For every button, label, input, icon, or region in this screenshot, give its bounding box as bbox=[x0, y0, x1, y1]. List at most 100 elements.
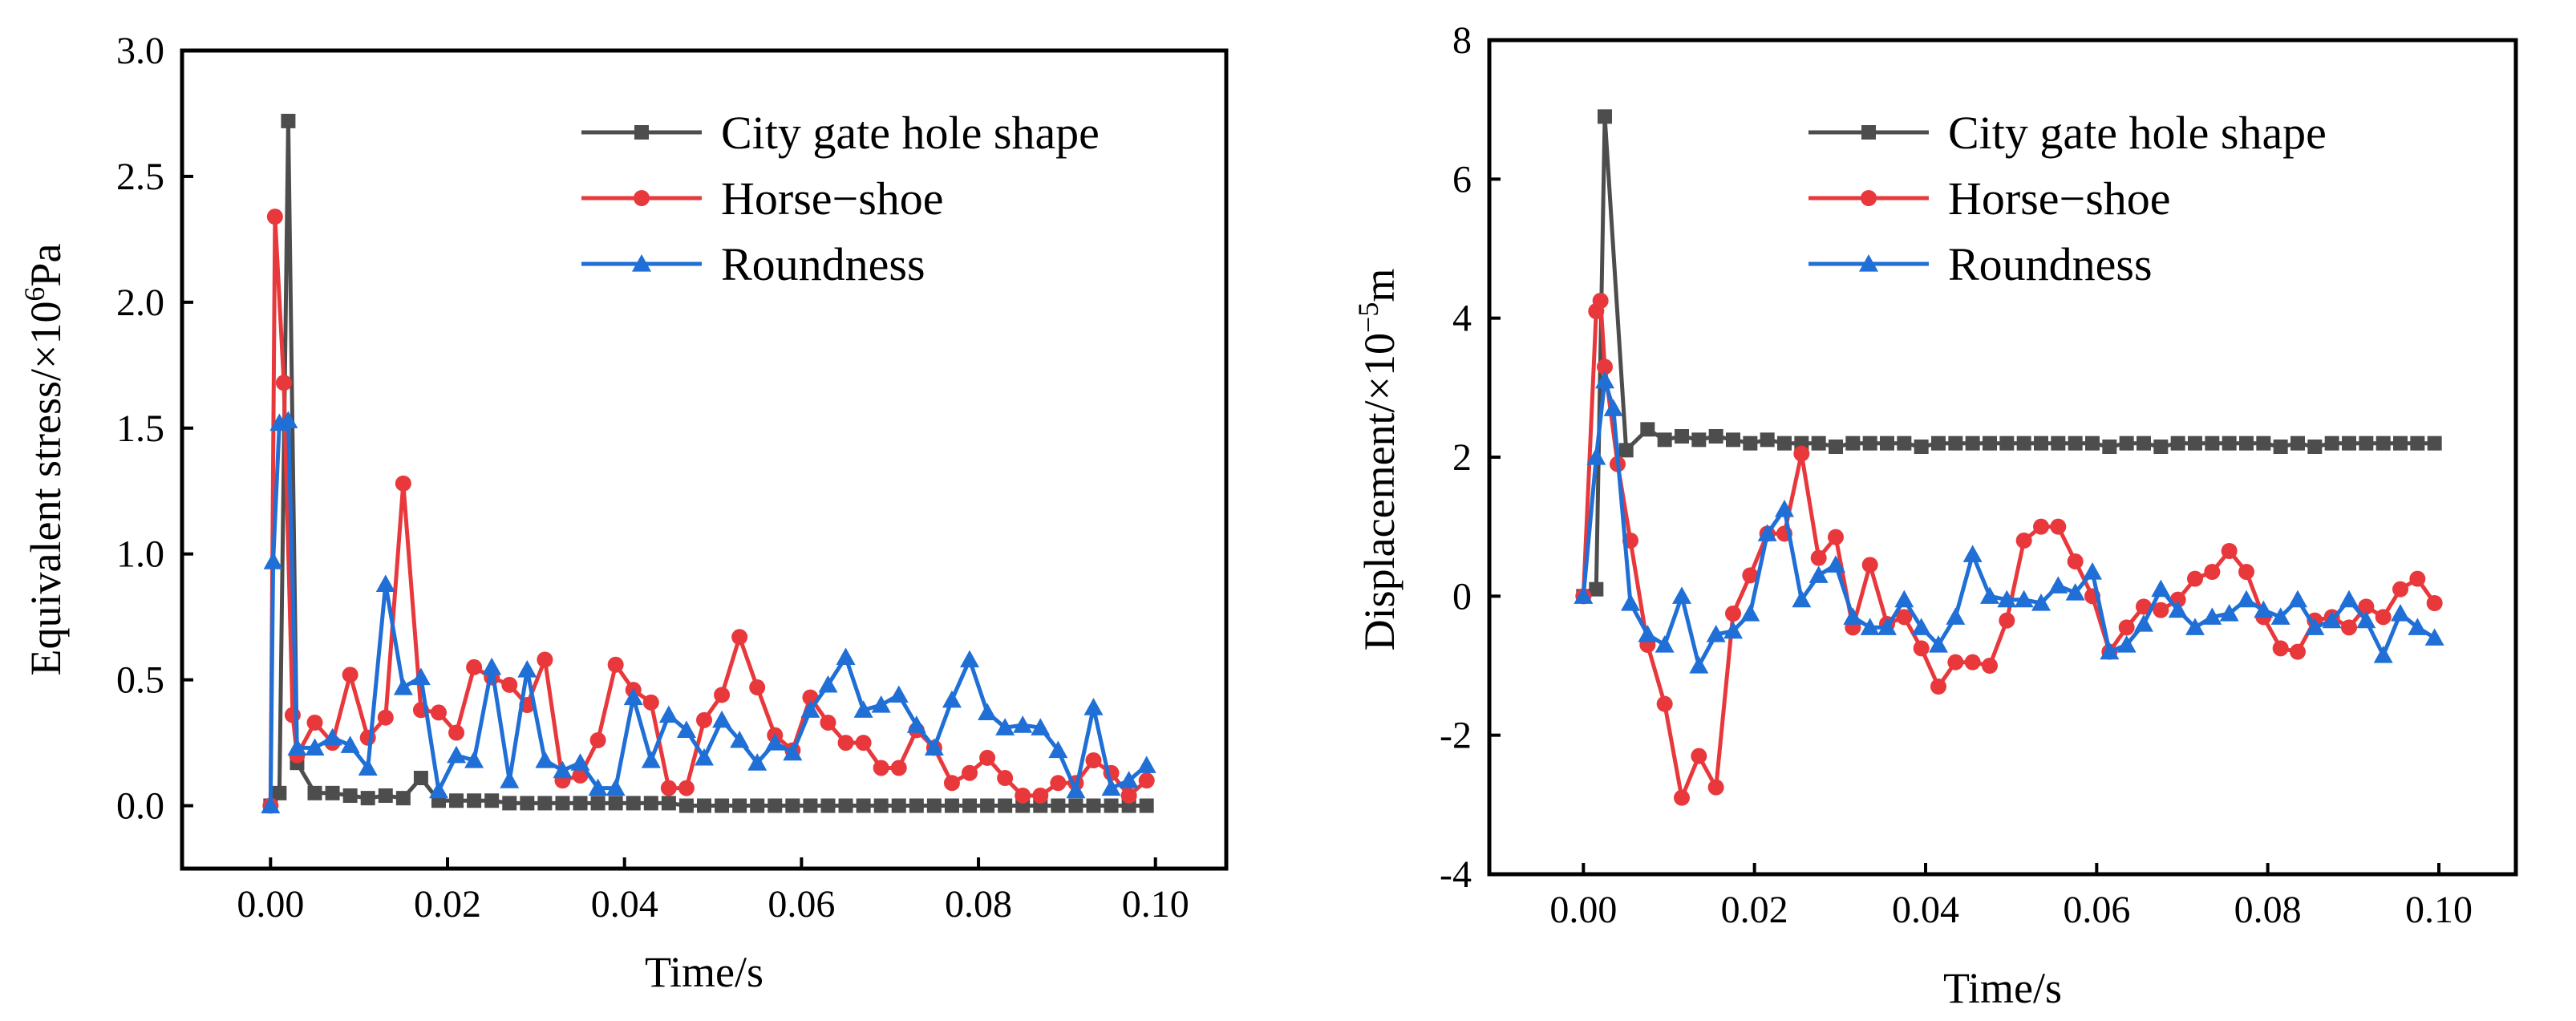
stress-point-city-gate-hole-shape bbox=[785, 798, 800, 813]
stress-point-roundness bbox=[960, 650, 980, 668]
stress-point-city-gate-hole-shape bbox=[555, 796, 570, 811]
displacement-point-roundness bbox=[1723, 621, 1743, 639]
displacement-point-roundness bbox=[1586, 448, 1606, 465]
displacement-point-city-gate-hole-shape bbox=[2222, 436, 2237, 451]
displacement-point-city-gate-hole-shape bbox=[1726, 432, 1740, 448]
displacement-point-roundness bbox=[2391, 604, 2410, 622]
stress-point-city-gate-hole-shape bbox=[1086, 798, 1101, 813]
stress-point-horse-shoe bbox=[873, 760, 889, 776]
stress-point-horse-shoe bbox=[890, 760, 907, 776]
displacement-x-tick-label: 0.10 bbox=[2405, 889, 2473, 931]
stress-x-tick-label: 0.00 bbox=[237, 883, 304, 926]
stress-point-city-gate-hole-shape bbox=[520, 796, 535, 811]
stress-point-city-gate-hole-shape bbox=[1139, 798, 1154, 813]
stress-point-roundness bbox=[570, 753, 590, 771]
stress-point-roundness bbox=[358, 758, 378, 776]
displacement-point-horse-shoe bbox=[1947, 654, 1964, 671]
stress-line-city-gate-hole-shape bbox=[269, 119, 1147, 808]
displacement-point-roundness bbox=[1689, 656, 1709, 674]
stress-legend-label-city-gate-hole-shape: City gate hole shape bbox=[721, 107, 1100, 159]
displacement-point-roundness bbox=[1826, 555, 1845, 573]
stress-point-city-gate-hole-shape bbox=[873, 798, 889, 813]
displacement-point-roundness bbox=[2373, 646, 2393, 663]
displacement-point-city-gate-hole-shape bbox=[2188, 436, 2202, 451]
stress-point-horse-shoe bbox=[395, 475, 411, 492]
displacement-point-city-gate-hole-shape bbox=[2290, 436, 2305, 451]
stress-point-roundness bbox=[658, 705, 678, 723]
stress-point-city-gate-hole-shape bbox=[484, 793, 500, 808]
displacement-point-horse-shoe bbox=[1793, 445, 1810, 462]
displacement-point-roundness bbox=[2219, 604, 2239, 622]
displacement-point-roundness bbox=[2322, 610, 2342, 629]
displacement-point-roundness bbox=[1962, 545, 1983, 562]
displacement-point-horse-shoe bbox=[2204, 564, 2221, 580]
displacement-point-horse-shoe bbox=[2050, 518, 2067, 535]
stress-x-tick-label: 0.06 bbox=[768, 883, 835, 926]
displacement-point-horse-shoe bbox=[2358, 598, 2375, 615]
stress-point-roundness bbox=[588, 778, 608, 796]
stress-legend: City gate hole shape Horse−shoe Roundness bbox=[581, 107, 1100, 290]
displacement-point-city-gate-hole-shape bbox=[2170, 436, 2185, 451]
displacement-y-tick-label: -4 bbox=[1440, 853, 1472, 896]
displacement-point-roundness bbox=[2270, 607, 2290, 625]
stress-point-roundness bbox=[818, 675, 838, 693]
displacement-point-city-gate-hole-shape bbox=[1675, 429, 1689, 444]
displacement-y-tick-label: -2 bbox=[1440, 715, 1472, 757]
stress-point-city-gate-hole-shape bbox=[502, 796, 517, 811]
displacement-point-roundness bbox=[1638, 625, 1658, 642]
stress-point-horse-shoe bbox=[731, 629, 748, 646]
stress-point-city-gate-hole-shape bbox=[856, 798, 871, 813]
displacement-point-city-gate-hole-shape bbox=[1862, 436, 1877, 451]
displacement-point-horse-shoe bbox=[1999, 612, 2015, 629]
stress-point-roundness bbox=[278, 411, 298, 428]
displacement-point-roundness bbox=[1894, 590, 1914, 608]
displacement-point-roundness bbox=[2237, 590, 2256, 608]
displacement-point-horse-shoe bbox=[1861, 557, 1878, 573]
stress-point-roundness bbox=[287, 738, 307, 756]
stress-point-roundness bbox=[322, 727, 342, 746]
displacement-point-city-gate-hole-shape bbox=[2205, 436, 2220, 451]
displacement-point-horse-shoe bbox=[2118, 619, 2135, 636]
stress-point-city-gate-hole-shape bbox=[678, 798, 694, 813]
stress-point-city-gate-hole-shape bbox=[272, 785, 287, 800]
stress-point-horse-shoe bbox=[275, 375, 292, 391]
displacement-point-roundness bbox=[2356, 610, 2376, 629]
stress-y-axis-title: Equivalent stress/×106Pa bbox=[18, 244, 70, 676]
stress-point-roundness bbox=[889, 685, 909, 703]
stress-x-tick-label: 0.10 bbox=[1122, 883, 1189, 926]
stress-point-city-gate-hole-shape bbox=[768, 798, 783, 813]
displacement-legend-marker-horse-shoe bbox=[1861, 190, 1877, 206]
stress-point-city-gate-hole-shape bbox=[1104, 798, 1119, 813]
stress-point-city-gate-hole-shape bbox=[1051, 798, 1066, 813]
stress-point-roundness bbox=[340, 735, 360, 753]
displacement-point-roundness bbox=[2031, 594, 2051, 611]
displacement-point-roundness bbox=[1775, 500, 1794, 517]
stress-point-horse-shoe bbox=[501, 676, 518, 693]
displacement-point-city-gate-hole-shape bbox=[2307, 440, 2323, 454]
displacement-point-city-gate-hole-shape bbox=[2102, 440, 2117, 454]
stress-y-tick-label: 1.5 bbox=[116, 407, 164, 450]
displacement-point-city-gate-hole-shape bbox=[1598, 109, 1612, 124]
displacement-point-city-gate-hole-shape bbox=[2068, 436, 2083, 451]
stress-legend-label-horse-shoe: Horse−shoe bbox=[721, 172, 944, 225]
displacement-point-city-gate-hole-shape bbox=[2034, 436, 2048, 451]
stress-series-layer bbox=[261, 113, 1156, 814]
displacement-point-horse-shoe bbox=[1896, 609, 1913, 626]
displacement-x-tick-label: 0.04 bbox=[1892, 889, 1959, 931]
displacement-point-roundness bbox=[2254, 600, 2274, 618]
stress-point-roundness bbox=[747, 753, 768, 771]
displacement-point-roundness bbox=[1595, 371, 1614, 389]
displacement-point-roundness bbox=[1877, 618, 1897, 635]
stress-point-city-gate-hole-shape bbox=[395, 791, 411, 806]
stress-point-city-gate-hole-shape bbox=[820, 798, 836, 813]
displacement-point-roundness bbox=[1946, 607, 1966, 625]
stress-point-roundness bbox=[730, 730, 750, 748]
displacement-point-horse-shoe bbox=[2153, 602, 2169, 618]
displacement-point-city-gate-hole-shape bbox=[1914, 440, 1929, 454]
displacement-point-roundness bbox=[2065, 583, 2085, 601]
displacement-chart: 0.00 0.02 0.04 0.06 0.08 0.10 -4 -2 0 2 4 6 8 Time/s… bbox=[1352, 19, 2518, 1012]
displacement-point-roundness bbox=[1655, 635, 1675, 653]
stress-point-horse-shoe bbox=[943, 775, 960, 792]
stress-point-horse-shoe bbox=[342, 666, 358, 683]
